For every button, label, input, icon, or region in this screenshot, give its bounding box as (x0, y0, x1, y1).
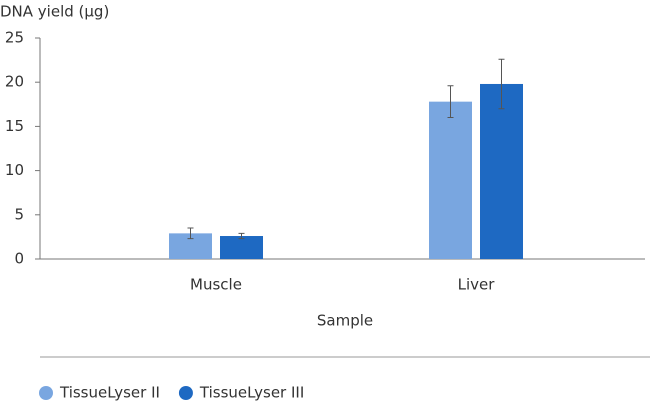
error-bar (238, 232, 245, 240)
bar (480, 83, 523, 259)
error-bar (447, 85, 454, 119)
error-bar (498, 58, 505, 110)
error-bar (187, 227, 194, 240)
y-tick-label: 0 (14, 250, 24, 268)
y-tick-label: 25 (5, 29, 24, 47)
legend-label: TissueLyser III (199, 384, 304, 402)
y-tick-label: 15 (5, 117, 24, 135)
x-tick-label: Liver (458, 276, 496, 294)
bar (220, 236, 263, 259)
x-tick-label: Muscle (190, 276, 242, 294)
y-tick-label: 20 (5, 73, 24, 91)
legend-swatch (178, 386, 193, 400)
legend-swatch (39, 386, 53, 400)
y-tick-label: 5 (14, 205, 24, 223)
legend-label: TissueLyser II (59, 384, 160, 402)
y-axis-label: DNA yield (µg) (0, 3, 109, 21)
bar (429, 101, 472, 259)
x-axis-label: Sample (317, 312, 373, 330)
y-tick-label: 10 (5, 161, 24, 179)
